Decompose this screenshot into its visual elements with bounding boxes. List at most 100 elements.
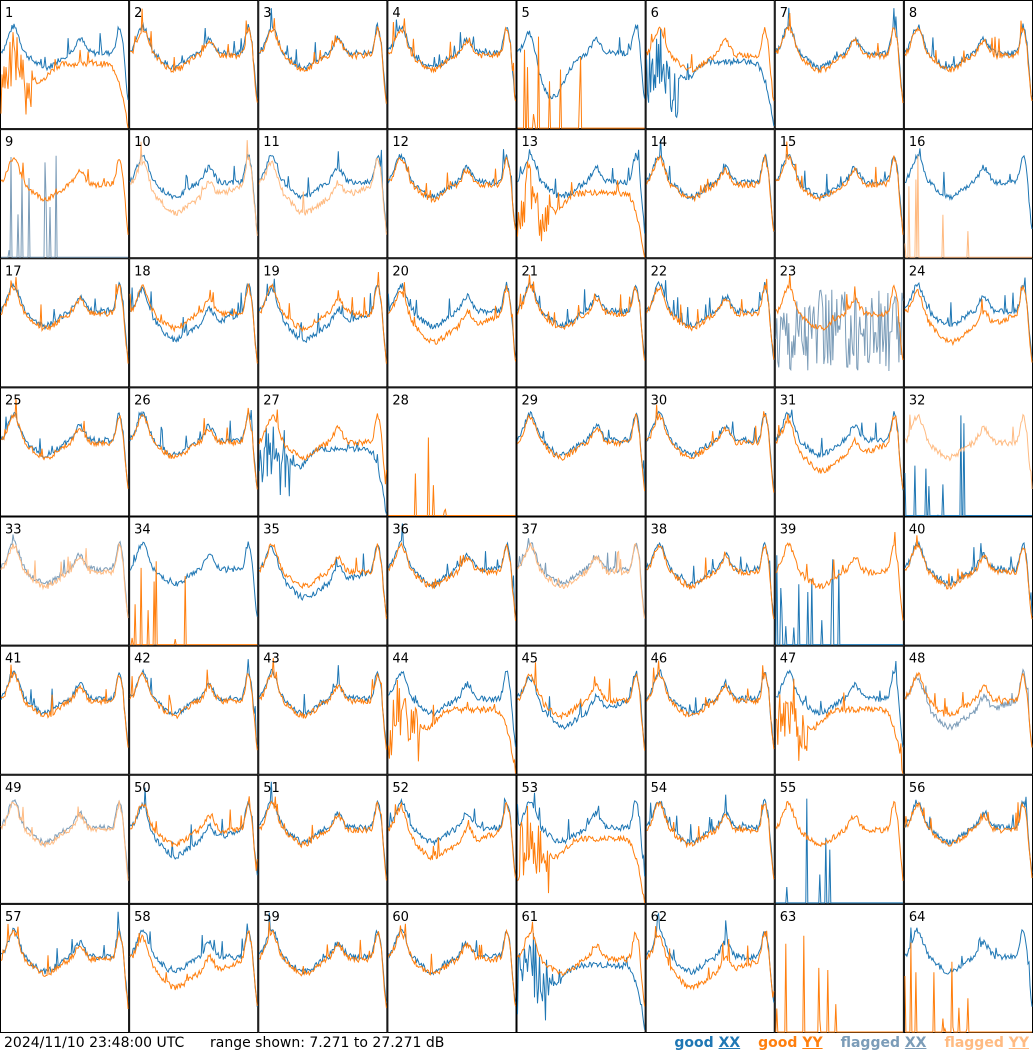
panel-label: 42	[134, 652, 151, 667]
panel-4: 4	[387, 0, 517, 130]
series-yy	[646, 154, 775, 232]
panel-label: 48	[909, 652, 926, 667]
panel-3: 3	[258, 0, 388, 130]
panel-frame	[387, 903, 517, 1033]
panel-frame	[903, 0, 1033, 130]
series-xx	[387, 19, 516, 101]
series-xx	[388, 670, 516, 747]
panel-1: 1	[0, 0, 130, 130]
series-xx	[129, 541, 258, 617]
series-yy	[388, 156, 516, 231]
panel-label: 22	[651, 264, 668, 279]
series-yy	[258, 409, 387, 485]
panel-label: 20	[392, 264, 409, 279]
series-yy	[388, 282, 516, 362]
panel-label: 51	[263, 781, 280, 796]
panel-label: 18	[134, 264, 151, 279]
series-yy	[258, 657, 387, 750]
panel-11: 11	[258, 129, 388, 259]
series-xx	[646, 541, 775, 619]
panel-label: 41	[5, 652, 22, 667]
range-label: range shown: 7.271 to 27.271 dB	[210, 1035, 445, 1051]
series-yy	[387, 923, 516, 1007]
panel-label: 57	[5, 910, 22, 925]
panel-label: 23	[780, 264, 797, 279]
series-yy	[259, 18, 387, 104]
panel-56: 56	[903, 774, 1033, 904]
panel-frame	[516, 387, 646, 517]
panel-19: 19	[258, 258, 388, 388]
series-yy	[904, 413, 1033, 490]
panel-48: 48	[903, 645, 1033, 775]
panel-55: 55	[774, 774, 904, 904]
panel-23: 23	[774, 258, 904, 388]
panel-frame	[258, 645, 388, 775]
panel-label: 21	[522, 264, 539, 279]
series-yy	[775, 414, 904, 490]
panel-frame	[129, 774, 259, 904]
panel-37: 37	[516, 516, 646, 646]
panel-frame	[774, 129, 904, 259]
series-xx	[646, 912, 775, 1003]
panel-25: 25	[0, 387, 130, 517]
panel-frame	[774, 774, 904, 904]
series-xx	[129, 787, 258, 876]
panel-label: 55	[780, 781, 797, 796]
panel-40: 40	[903, 516, 1033, 646]
series-xx	[646, 28, 775, 126]
panel-8: 8	[903, 0, 1033, 130]
panel-2: 2	[129, 0, 259, 130]
series-xx	[387, 281, 516, 360]
series-yy	[130, 8, 258, 103]
panel-27: 27	[258, 387, 388, 517]
series-xx	[129, 659, 258, 747]
panel-label: 9	[5, 135, 13, 150]
timestamp-label: 2024/11/10 23:48:00 UTC	[4, 1035, 185, 1051]
legend-good-xx: good XX	[674, 1035, 741, 1051]
panel-label: 36	[392, 523, 409, 538]
series-xx	[387, 797, 516, 877]
series-yy	[517, 413, 646, 492]
panel-12: 12	[387, 129, 517, 259]
series-xx	[259, 149, 387, 232]
panel-31: 31	[774, 387, 904, 517]
series-yy	[387, 801, 516, 878]
panel-label: 27	[263, 393, 280, 408]
panel-18: 18	[129, 258, 259, 388]
panel-label: 8	[909, 6, 917, 21]
series-yy	[904, 671, 1033, 748]
series-yy	[0, 32, 129, 129]
panel-frame	[129, 516, 259, 646]
panel-label: 2	[134, 6, 142, 21]
panel-43: 43	[258, 645, 388, 775]
panel-63: 63	[774, 903, 904, 1033]
series-yy	[646, 660, 775, 749]
series-xx	[646, 139, 775, 233]
panel-51: 51	[258, 774, 388, 904]
series-yy	[129, 282, 258, 364]
panel-22: 22	[645, 258, 775, 388]
panel-label: 6	[651, 6, 659, 21]
panel-frame	[387, 774, 517, 904]
panel-label: 44	[392, 652, 409, 667]
panel-label: 33	[5, 523, 22, 538]
panel-frame	[0, 774, 130, 904]
panel-frame	[387, 516, 517, 646]
panel-38: 38	[645, 516, 775, 646]
panel-frame	[258, 129, 388, 259]
panel-frame	[0, 258, 130, 388]
series-xx	[0, 411, 129, 488]
panel-label: 50	[134, 781, 151, 796]
legend-good-yy: good YY	[758, 1035, 823, 1051]
panel-label: 28	[392, 393, 409, 408]
series-xx	[775, 660, 904, 748]
panel-label: 7	[780, 6, 788, 21]
series-xx	[775, 555, 903, 646]
footer-bar: 2024/11/10 23:48:00 UTC range shown: 7.2…	[0, 1033, 1033, 1053]
panel-frame	[516, 516, 646, 646]
series-xx	[904, 23, 1033, 99]
panel-14: 14	[645, 129, 775, 259]
series-xx	[775, 289, 904, 372]
panel-35: 35	[258, 516, 388, 646]
panel-label: 43	[263, 652, 280, 667]
